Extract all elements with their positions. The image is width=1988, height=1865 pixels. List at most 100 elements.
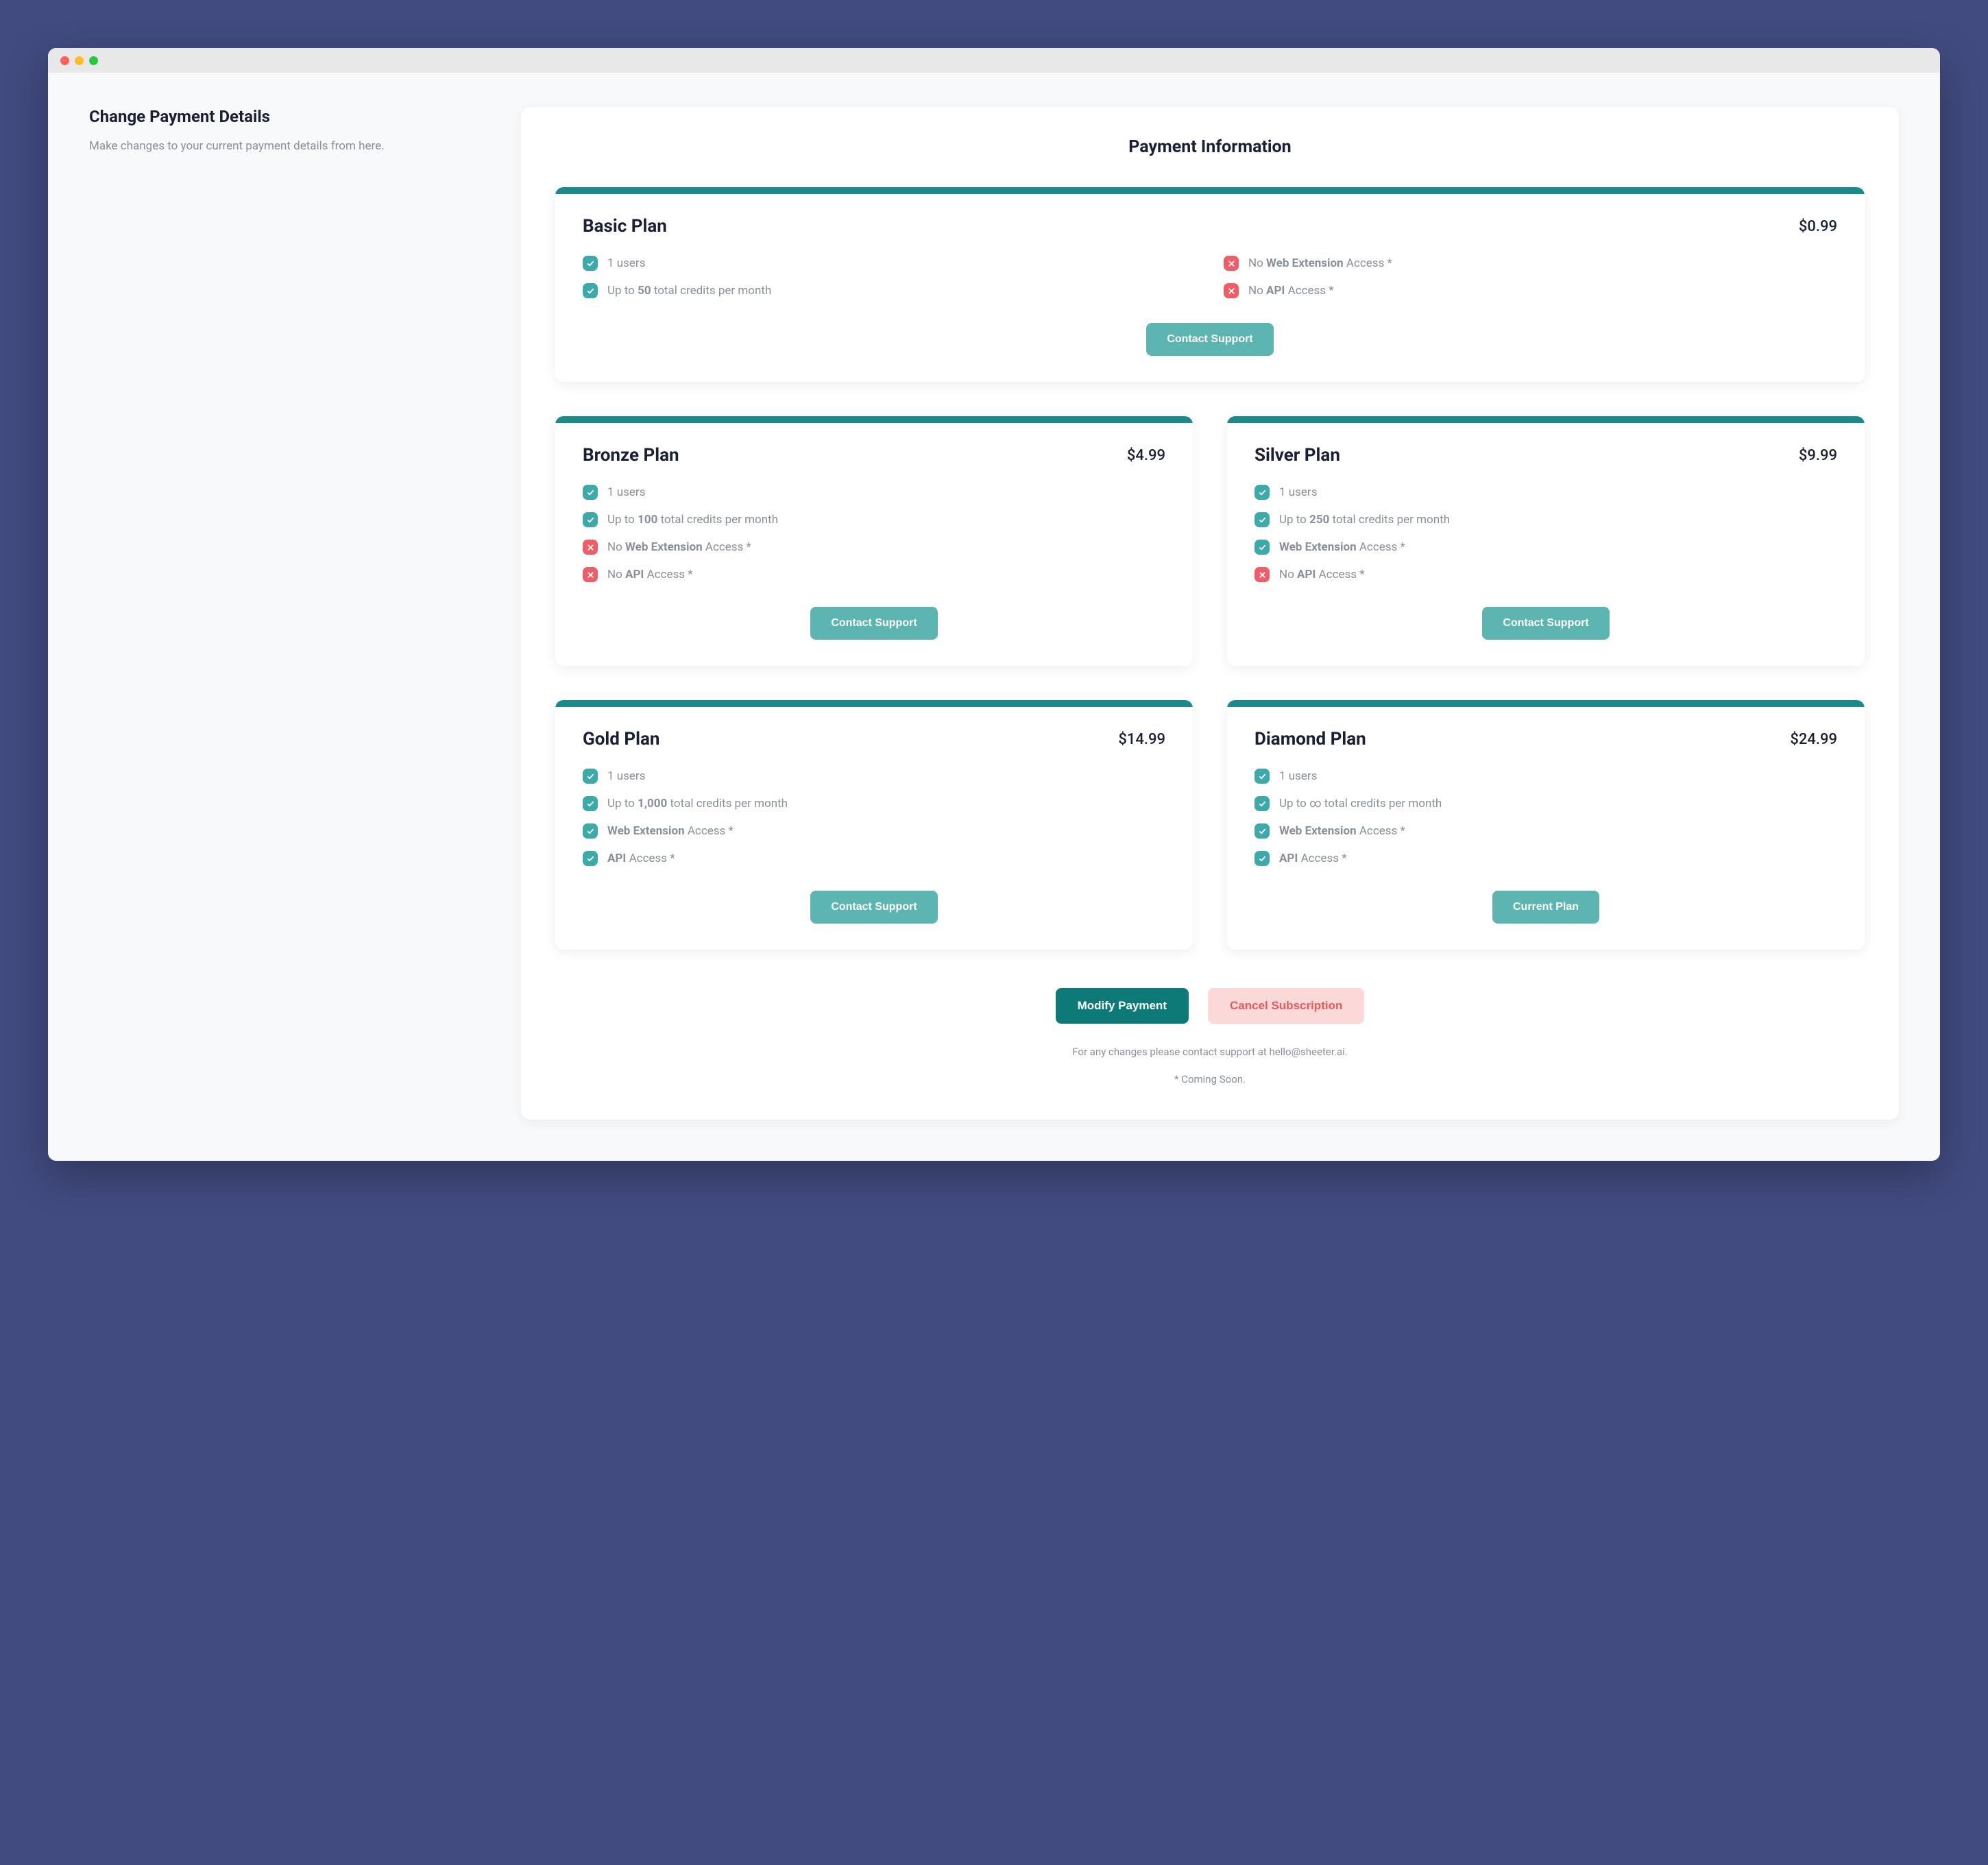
cancel-subscription-button[interactable]: Cancel Subscription — [1208, 988, 1364, 1024]
window-titlebar — [48, 48, 1940, 73]
plan-features: 1 users Up to 1,000 total credits per mon… — [583, 769, 1165, 866]
plan-feature: API Access * — [583, 851, 1165, 866]
plan-feature-text: No Web Extension Access * — [607, 540, 751, 554]
current-plan-button[interactable]: Current Plan — [1492, 891, 1599, 924]
plan-feature-text: No API Access * — [607, 568, 693, 581]
check-icon — [583, 823, 598, 839]
plan-feature: Up to 1,000 total credits per month — [583, 796, 1165, 811]
check-icon — [583, 512, 598, 527]
plan-feature: Up to 250 total credits per month — [1254, 512, 1837, 527]
plan-body: Bronze Plan $4.99 1 users Up to 100 total c… — [555, 423, 1193, 666]
plan-feature-text: Web Extension Access * — [1279, 824, 1405, 838]
plan-name: Bronze Plan — [583, 445, 679, 466]
plan-name: Diamond Plan — [1254, 729, 1366, 749]
plan-body: Silver Plan $9.99 1 users Up to 250 total c… — [1227, 423, 1865, 666]
plan-feature-text: Web Extension Access * — [607, 824, 734, 838]
plan-feature-text: API Access * — [607, 852, 675, 865]
contact-support-button[interactable]: Contact Support — [810, 891, 937, 924]
check-icon — [1254, 769, 1270, 784]
plan-feature-text: 1 users — [607, 485, 645, 499]
check-icon — [583, 769, 598, 784]
plan-name: Basic Plan — [583, 216, 667, 237]
plan-feature: No API Access * — [583, 567, 1165, 582]
cross-icon — [583, 567, 598, 582]
plan-feature-text: No API Access * — [1248, 284, 1334, 298]
plan-feature-text: 1 users — [1279, 769, 1317, 783]
plan-body: Diamond Plan $24.99 1 users Up to ∞ total c… — [1227, 707, 1865, 950]
window-minimize-icon[interactable] — [75, 56, 84, 65]
plan-accent-bar — [1227, 416, 1865, 423]
main-panel: Payment Information Basic Plan $0.99 1 use… — [521, 107, 1899, 1120]
check-icon — [1254, 796, 1270, 811]
plan-feature: Up to ∞ total credits per month — [1254, 796, 1837, 811]
plan-accent-bar — [1227, 700, 1865, 707]
plan-feature: 1 users — [583, 485, 1165, 500]
plan-header: Bronze Plan $4.99 — [583, 445, 1165, 466]
cross-icon — [1224, 256, 1239, 271]
plan-header: Gold Plan $14.99 — [583, 729, 1165, 749]
cross-icon — [1254, 567, 1270, 582]
plan-feature: Web Extension Access * — [583, 823, 1165, 839]
plan-feature: No Web Extension Access * — [1224, 256, 1837, 271]
footnote-coming-soon: * Coming Soon. — [555, 1073, 1865, 1085]
plan-name: Silver Plan — [1254, 445, 1340, 466]
plan-features: 1 users Up to 250 total credits per month… — [1254, 485, 1837, 582]
plan-accent-bar — [555, 187, 1865, 194]
modify-payment-button[interactable]: Modify Payment — [1056, 988, 1189, 1024]
plan-feature-text: No API Access * — [1279, 568, 1365, 581]
sidebar-title: Change Payment Details — [89, 107, 487, 126]
plan-feature-text: 1 users — [607, 769, 645, 783]
plan-card-bronze: Bronze Plan $4.99 1 users Up to 100 total c… — [555, 416, 1193, 666]
plan-feature-text: Up to 250 total credits per month — [1279, 513, 1450, 527]
plan-price: $24.99 — [1790, 731, 1837, 748]
footnote-contact: For any changes please contact support a… — [555, 1046, 1865, 1058]
plan-feature: API Access * — [1254, 851, 1837, 866]
sidebar: Change Payment Details Make changes to y… — [89, 107, 487, 1120]
plan-feature-text: Up to ∞ total credits per month — [1279, 797, 1442, 810]
check-icon — [1254, 540, 1270, 555]
actions-row: Modify Payment Cancel Subscription — [555, 988, 1865, 1024]
plan-card-silver: Silver Plan $9.99 1 users Up to 250 total c… — [1227, 416, 1865, 666]
plan-accent-bar — [555, 416, 1193, 423]
check-icon — [583, 485, 598, 500]
sidebar-description: Make changes to your current payment det… — [89, 137, 487, 155]
cross-icon — [583, 540, 598, 555]
check-icon — [583, 796, 598, 811]
plan-card-diamond: Diamond Plan $24.99 1 users Up to ∞ total c… — [1227, 700, 1865, 950]
plan-feature: Up to 100 total credits per month — [583, 512, 1165, 527]
plan-price: $4.99 — [1127, 447, 1165, 464]
plan-body: Gold Plan $14.99 1 users Up to 1,000 total … — [555, 707, 1193, 950]
cross-icon — [1224, 283, 1239, 298]
plan-name: Gold Plan — [583, 729, 660, 749]
plans-grid: Basic Plan $0.99 1 users No Web Extension A… — [555, 187, 1865, 950]
check-icon — [1254, 823, 1270, 839]
check-icon — [583, 283, 598, 298]
plan-feature: No Web Extension Access * — [583, 540, 1165, 555]
page-title: Payment Information — [555, 137, 1865, 157]
window-zoom-icon[interactable] — [89, 56, 98, 65]
plan-feature: 1 users — [1254, 769, 1837, 784]
plan-feature-text: API Access * — [1279, 852, 1347, 865]
plan-feature: Web Extension Access * — [1254, 823, 1837, 839]
plan-price: $14.99 — [1118, 731, 1165, 748]
plan-card-gold: Gold Plan $14.99 1 users Up to 1,000 total … — [555, 700, 1193, 950]
plan-feature: Web Extension Access * — [1254, 540, 1837, 555]
plan-header: Diamond Plan $24.99 — [1254, 729, 1837, 749]
plan-card-basic: Basic Plan $0.99 1 users No Web Extension A… — [555, 187, 1865, 382]
plan-feature-text: No Web Extension Access * — [1248, 256, 1392, 270]
contact-support-button[interactable]: Contact Support — [1146, 323, 1273, 356]
plan-feature-text: 1 users — [1279, 485, 1317, 499]
contact-support-button[interactable]: Contact Support — [1482, 607, 1609, 640]
plan-price: $0.99 — [1799, 218, 1837, 235]
check-icon — [583, 851, 598, 866]
window-close-icon[interactable] — [60, 56, 69, 65]
plan-feature-text: Up to 1,000 total credits per month — [607, 797, 788, 810]
plan-feature: 1 users — [583, 256, 1196, 271]
plan-header: Basic Plan $0.99 — [583, 216, 1837, 237]
plan-price: $9.99 — [1799, 447, 1837, 464]
plan-accent-bar — [555, 700, 1193, 707]
contact-support-button[interactable]: Contact Support — [810, 607, 937, 640]
plan-body: Basic Plan $0.99 1 users No Web Extension A… — [555, 194, 1865, 382]
plan-feature: 1 users — [583, 769, 1165, 784]
plan-feature: 1 users — [1254, 485, 1837, 500]
